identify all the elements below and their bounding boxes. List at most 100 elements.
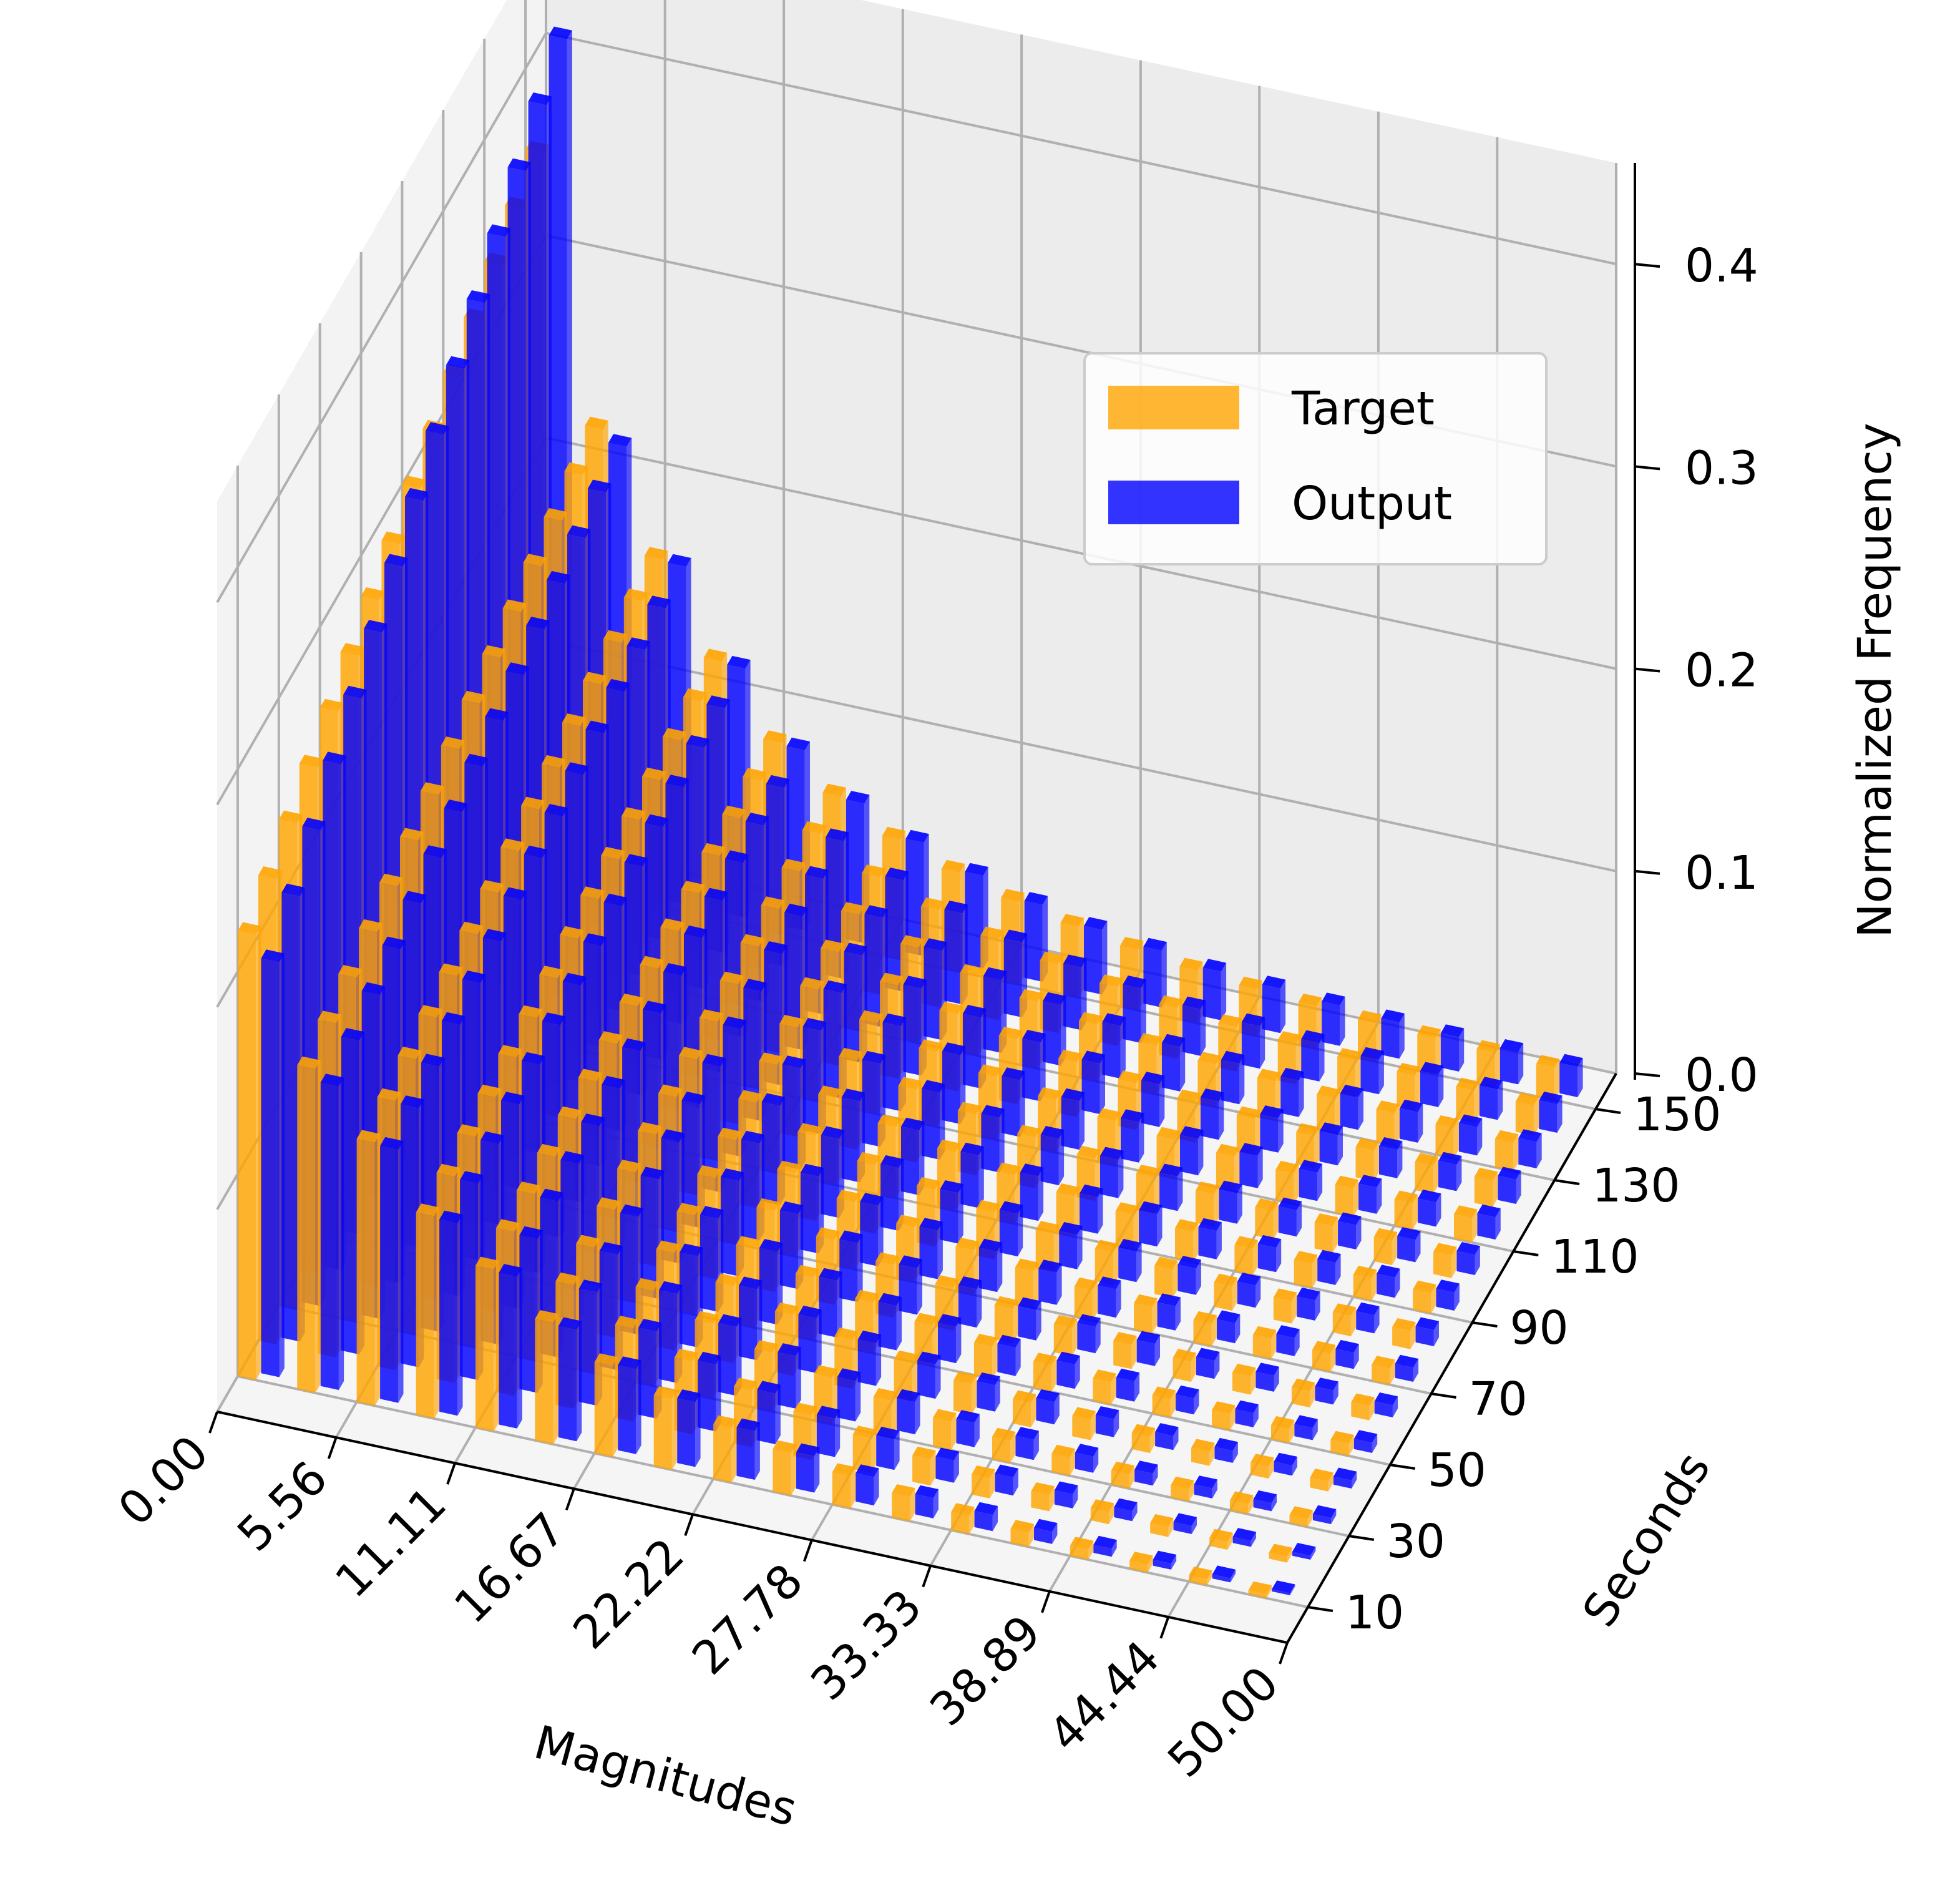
bar-face-top: [381, 531, 405, 544]
bar-face-front: [839, 1239, 858, 1302]
bar-face-top: [485, 708, 509, 721]
bar-face-side: [1058, 1130, 1065, 1186]
bar-output: [1141, 1072, 1165, 1127]
bar-face-top: [877, 1114, 901, 1128]
x-tick-label: 5.56: [227, 1451, 338, 1562]
bar-face-top: [547, 570, 570, 584]
bar-face-top: [678, 1047, 703, 1060]
bar-output: [1157, 1293, 1181, 1331]
z-axis-title: Normalized Frequency: [1848, 423, 1902, 937]
bar-face-top: [965, 863, 988, 876]
bar-face-top: [1074, 1277, 1098, 1291]
bar-output: [977, 1372, 1000, 1412]
bar-target: [773, 1440, 796, 1496]
back-pane: [546, 0, 1616, 1074]
bar-face-top: [674, 1348, 698, 1362]
bar-face-top: [1356, 1302, 1380, 1316]
bar-face-top: [978, 1238, 1003, 1252]
bar-face-front: [1498, 1175, 1516, 1204]
bar-target: [653, 1386, 678, 1470]
bar-face-front: [1317, 1094, 1335, 1133]
bar-face-side: [932, 1316, 938, 1366]
x-tick-label: 27.78: [682, 1553, 814, 1685]
bar-face-top: [425, 422, 449, 435]
bar-face-front: [578, 1288, 597, 1406]
bar-face-top: [802, 1018, 826, 1031]
bar-face-top: [1248, 1581, 1272, 1595]
bar-output: [1018, 1297, 1041, 1341]
bar-face-side: [1413, 1359, 1419, 1382]
bar-face-top: [1241, 1013, 1265, 1027]
bar-face-top: [1355, 1138, 1379, 1151]
bar-face-side: [1173, 1427, 1179, 1450]
bar-face-front: [1198, 1227, 1217, 1259]
bar-face-top: [1059, 1222, 1083, 1235]
bar-face-side: [835, 1409, 841, 1457]
bar-face-top: [1194, 1475, 1217, 1489]
bar-face-front: [956, 1419, 975, 1447]
bar-face-top: [782, 1055, 806, 1069]
bar-face-side: [1054, 1393, 1060, 1425]
bar-face-top: [617, 1160, 641, 1173]
bar-face-top: [1038, 1087, 1061, 1100]
bar-face-top: [1180, 1126, 1204, 1139]
bar-face-side: [1319, 1034, 1325, 1082]
bar-face-top: [1494, 1130, 1519, 1143]
bar-face-top: [1360, 1047, 1384, 1060]
bar-face-top: [499, 1264, 522, 1277]
bar-face-side: [1494, 1044, 1500, 1088]
bar-face-side: [1061, 996, 1066, 1066]
bar-output: [659, 1281, 683, 1383]
bar-face-top: [859, 1010, 883, 1024]
bar-face-front: [1338, 1221, 1357, 1250]
bar-face-top: [364, 620, 388, 633]
bar-face-side: [816, 1309, 822, 1373]
bar-face-side: [398, 1141, 404, 1403]
bar-face-front: [1299, 1168, 1317, 1201]
bar-face-front: [1155, 1432, 1174, 1450]
bar-face-side: [1079, 1092, 1085, 1150]
bar-output: [1438, 1152, 1462, 1191]
bar-output: [1063, 954, 1087, 1030]
bar-face-side: [1049, 1486, 1055, 1512]
bar-face-front: [1257, 1244, 1276, 1273]
bar-output: [1333, 1467, 1357, 1489]
bar-face-side: [1177, 1167, 1183, 1211]
bar-face-front: [1436, 1288, 1455, 1311]
bar-face-front: [1479, 1085, 1498, 1120]
bar-face-front: [1291, 1387, 1310, 1408]
bar-face-front: [1195, 1190, 1214, 1227]
y-tick: [1595, 1108, 1621, 1114]
bar-face-top: [756, 1198, 780, 1211]
bar-output: [841, 1088, 865, 1183]
bar-face-front: [1353, 1274, 1372, 1301]
bar-face-top: [857, 1330, 882, 1344]
bar-face-side: [1129, 1465, 1135, 1489]
bar-face-top: [1230, 1491, 1254, 1504]
legend: Target Output: [1083, 352, 1548, 565]
bar-face-side: [1280, 979, 1286, 1034]
bar-face-top: [818, 1085, 842, 1098]
legend-label-output: Output: [1292, 477, 1452, 531]
bar-face-top: [724, 850, 749, 863]
bar-face-top: [779, 1201, 804, 1215]
bar-output: [499, 1264, 522, 1429]
bar-face-front: [1413, 1289, 1431, 1314]
x-tick: [802, 1539, 813, 1562]
bar-face-side: [1390, 1359, 1395, 1385]
bar-face-front: [1251, 1462, 1269, 1479]
bar-target: [1373, 1228, 1398, 1266]
bar-face-top: [1195, 1181, 1219, 1195]
bar-face-top: [855, 1289, 879, 1303]
bar-face-top: [962, 1005, 987, 1018]
bar-face-front: [653, 1395, 672, 1470]
bar-face-side: [1335, 1089, 1340, 1133]
bar-target: [1456, 1077, 1480, 1123]
bar-face-side: [1139, 1113, 1144, 1163]
bar-target: [1251, 1454, 1274, 1479]
bar-output: [938, 1314, 962, 1364]
bar-face-side: [1266, 1585, 1272, 1598]
bar-target: [1255, 1198, 1279, 1240]
bar-face-front: [974, 1511, 993, 1532]
bar-face-side: [1230, 1405, 1236, 1431]
